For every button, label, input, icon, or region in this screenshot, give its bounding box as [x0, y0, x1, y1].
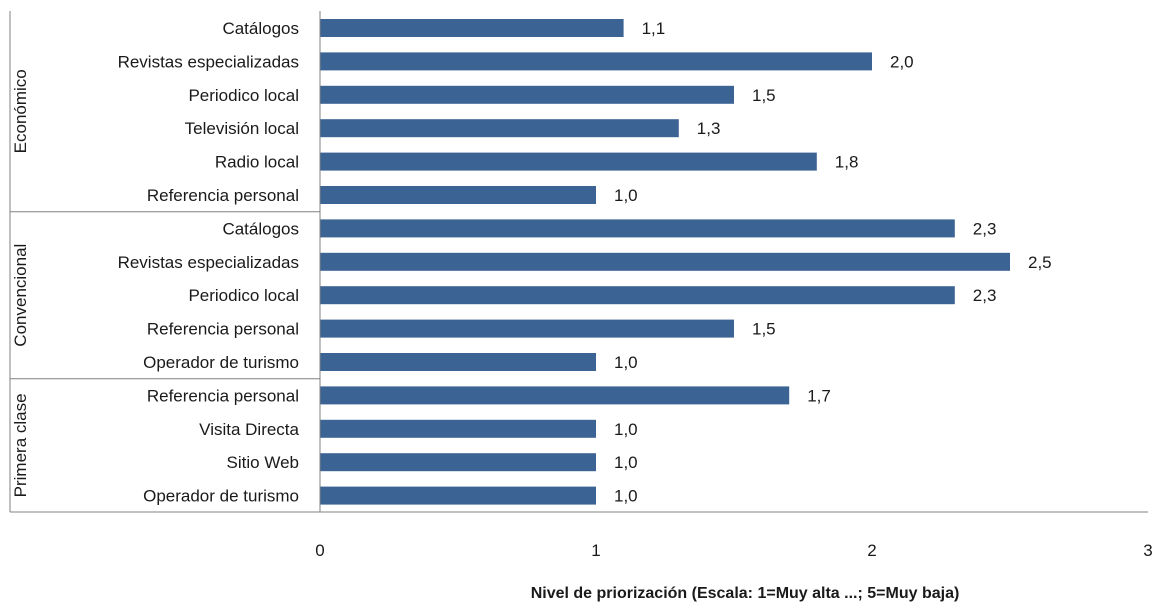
- category-label: Sitio Web: [227, 453, 299, 472]
- value-label: 2,5: [1028, 253, 1052, 272]
- value-label: 1,0: [614, 487, 638, 506]
- value-label: 1,0: [614, 353, 638, 372]
- category-label: Revistas especializadas: [118, 253, 299, 272]
- category-label: Referencia personal: [147, 320, 299, 339]
- group-label: Primera clase: [11, 393, 30, 497]
- group-label: Económico: [11, 69, 30, 153]
- bar: [320, 419, 596, 438]
- value-label: 1,0: [614, 453, 638, 472]
- bars-layer: [320, 19, 1010, 505]
- bar: [320, 119, 679, 138]
- x-tick-label: 2: [867, 541, 876, 560]
- bar: [320, 486, 596, 505]
- x-tick-label: 0: [315, 541, 324, 560]
- x-tick-label: 3: [1143, 541, 1152, 560]
- value-label: 1,5: [752, 320, 776, 339]
- value-label: 1,5: [752, 86, 776, 105]
- bar: [320, 85, 734, 104]
- category-label: Radio local: [215, 153, 299, 172]
- category-label: Televisión local: [185, 119, 299, 138]
- bar: [320, 19, 624, 37]
- value-label: 1,0: [614, 186, 638, 205]
- value-label: 2,0: [890, 52, 914, 71]
- x-axis-title: Nivel de priorización (Escala: 1=Muy alt…: [531, 585, 960, 602]
- x-tick-label: 1: [591, 541, 600, 560]
- category-label: Referencia personal: [147, 386, 299, 405]
- value-label: 1,1: [642, 19, 666, 38]
- category-label: Catálogos: [222, 19, 299, 38]
- bar: [320, 453, 596, 472]
- bar: [320, 186, 596, 204]
- value-label: 2,3: [973, 286, 997, 305]
- value-label: 1,7: [807, 386, 831, 405]
- value-label: 2,3: [973, 219, 997, 238]
- bar: [320, 286, 955, 305]
- value-labels: 1,1 2,0 1,5 1,3 1,8 1,0 2,3 2,5 2,3 1,5 1,0 1,7 1,0 1…: [614, 19, 1052, 506]
- category-label: Revistas especializadas: [118, 52, 299, 71]
- value-label: 1,0: [614, 420, 638, 439]
- group-label: Convencional: [11, 244, 30, 347]
- bar: [320, 252, 1010, 271]
- group-labels: Económico Convencional Primera clase: [11, 69, 30, 497]
- bar: [320, 219, 955, 238]
- bar: [320, 353, 596, 371]
- category-label: Catálogos: [222, 219, 299, 238]
- category-label: Visita Directa: [199, 420, 299, 439]
- bar: [320, 319, 734, 338]
- bar: [320, 52, 872, 71]
- bar: [320, 386, 790, 405]
- category-label: Referencia personal: [147, 186, 299, 205]
- axes: [9, 11, 1148, 513]
- category-label: Operador de turismo: [143, 487, 299, 506]
- category-label: Operador de turismo: [143, 353, 299, 372]
- value-label: 1,3: [697, 119, 721, 138]
- category-label: Periodico local: [188, 286, 299, 305]
- bar: [320, 152, 817, 171]
- value-label: 1,8: [835, 153, 859, 172]
- category-labels: Catálogos Revistas especializadas Periodic…: [118, 19, 300, 506]
- category-label: Periodico local: [188, 86, 299, 105]
- x-tick-labels: 0 1 2 3: [315, 541, 1152, 560]
